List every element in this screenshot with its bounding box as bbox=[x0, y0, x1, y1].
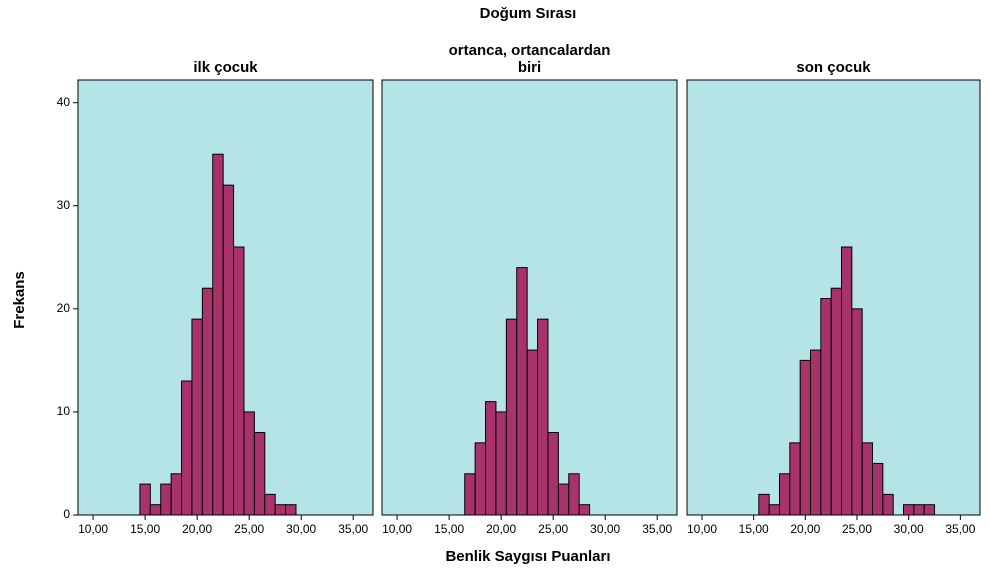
bar bbox=[201, 287, 214, 516]
bar bbox=[799, 359, 812, 516]
bar bbox=[243, 411, 255, 516]
bar bbox=[923, 504, 936, 516]
x-tick-label: 30,00 bbox=[894, 522, 924, 536]
bar bbox=[495, 411, 507, 516]
bar bbox=[851, 308, 863, 516]
y-tick-label: 10 bbox=[57, 404, 71, 418]
x-tick-label: 20,00 bbox=[790, 522, 820, 536]
x-tick-label: 10,00 bbox=[382, 522, 412, 536]
bar bbox=[233, 246, 245, 516]
x-tick-label: 25,00 bbox=[234, 522, 264, 536]
bar bbox=[810, 349, 822, 516]
bar bbox=[285, 504, 297, 516]
bar bbox=[222, 184, 235, 516]
y-tick-label: 20 bbox=[57, 301, 71, 315]
bar bbox=[191, 318, 203, 516]
bar bbox=[264, 493, 276, 516]
bar bbox=[872, 462, 884, 516]
x-tick-label: 30,00 bbox=[286, 522, 316, 536]
x-tick-label: 15,00 bbox=[130, 522, 160, 536]
panel-title: son çocuk bbox=[796, 59, 871, 76]
bar bbox=[882, 493, 894, 516]
bar bbox=[557, 483, 570, 516]
bar bbox=[861, 442, 874, 516]
x-tick-label: 25,00 bbox=[842, 522, 872, 536]
bar bbox=[830, 287, 843, 516]
chart-title: Doğum Sırası bbox=[480, 5, 577, 22]
bar bbox=[526, 349, 539, 516]
bar bbox=[537, 318, 549, 516]
x-tick-label: 25,00 bbox=[538, 522, 568, 536]
y-tick-label: 40 bbox=[57, 95, 71, 109]
x-tick-label: 10,00 bbox=[687, 522, 717, 536]
bar bbox=[160, 483, 172, 516]
panel-title: ortanca, ortancalardan biri bbox=[449, 42, 611, 76]
x-tick-label: 15,00 bbox=[434, 522, 464, 536]
bar bbox=[789, 442, 801, 516]
bar bbox=[149, 504, 162, 516]
bar bbox=[516, 267, 528, 516]
x-tick-label: 10,00 bbox=[78, 522, 108, 536]
bar bbox=[485, 401, 497, 516]
x-tick-label: 35,00 bbox=[945, 522, 975, 536]
bar bbox=[139, 483, 151, 516]
bar bbox=[181, 380, 193, 516]
x-tick-label: 15,00 bbox=[739, 522, 769, 536]
bar bbox=[274, 504, 287, 516]
y-axis-label: Frekans bbox=[11, 271, 28, 329]
bar bbox=[212, 153, 224, 516]
bar bbox=[568, 473, 580, 516]
y-tick-label: 30 bbox=[57, 198, 71, 212]
x-axis-label: Benlik Saygısı Puanları bbox=[445, 548, 610, 565]
bar bbox=[820, 298, 832, 516]
bar bbox=[170, 473, 183, 516]
x-tick-label: 20,00 bbox=[486, 522, 516, 536]
bar bbox=[547, 432, 559, 516]
bar bbox=[505, 318, 518, 516]
x-tick-label: 35,00 bbox=[642, 522, 672, 536]
bar bbox=[578, 504, 591, 516]
bar bbox=[464, 473, 476, 516]
bar bbox=[758, 493, 770, 516]
bar bbox=[474, 442, 487, 516]
bar bbox=[768, 504, 780, 516]
bar bbox=[253, 432, 266, 516]
panel-title: ilk çocuk bbox=[193, 59, 258, 76]
bar bbox=[913, 504, 925, 516]
x-tick-label: 20,00 bbox=[182, 522, 212, 536]
bar bbox=[778, 473, 791, 516]
x-tick-label: 30,00 bbox=[590, 522, 620, 536]
x-tick-label: 35,00 bbox=[338, 522, 368, 536]
y-tick-label: 0 bbox=[63, 507, 70, 521]
bar bbox=[903, 504, 915, 516]
bar bbox=[841, 246, 853, 516]
